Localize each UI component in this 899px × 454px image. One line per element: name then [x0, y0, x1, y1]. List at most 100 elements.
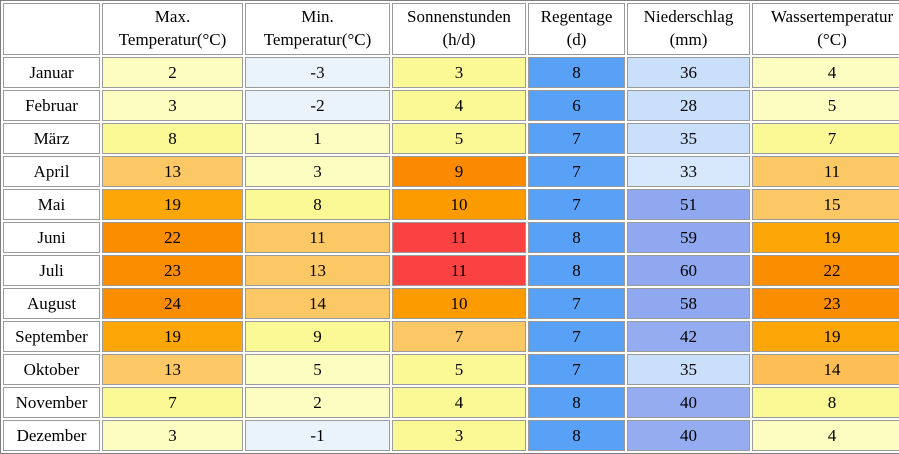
header-rain-days: Regentage (d) [528, 3, 625, 55]
cell-water_temp: 8 [752, 387, 899, 418]
header-line: Niederschlag [643, 7, 734, 27]
month-label: Juni [3, 222, 100, 253]
cell-sun_hours: 7 [392, 321, 526, 352]
cell-max_temp: 22 [102, 222, 243, 253]
cell-water_temp: 22 [752, 255, 899, 286]
cell-precipitation: 33 [627, 156, 750, 187]
corner-cell [3, 3, 100, 55]
table-row: Mai 19 8 10 7 51 15 [3, 189, 899, 220]
header-line: Regentage [540, 7, 613, 27]
cell-rain_days: 7 [528, 321, 625, 352]
cell-rain_days: 7 [528, 189, 625, 220]
table-row: Oktober 13 5 5 7 35 14 [3, 354, 899, 385]
cell-rain_days: 8 [528, 387, 625, 418]
cell-rain_days: 7 [528, 354, 625, 385]
table-row: November 7 2 4 8 40 8 [3, 387, 899, 418]
cell-water_temp: 19 [752, 321, 899, 352]
cell-sun_hours: 10 [392, 288, 526, 319]
cell-min_temp: -2 [245, 90, 390, 121]
cell-sun_hours: 4 [392, 90, 526, 121]
header-line: Temperatur(°C) [263, 30, 372, 49]
cell-max_temp: 19 [102, 189, 243, 220]
month-label: Oktober [3, 354, 100, 385]
month-label: November [3, 387, 100, 418]
cell-precipitation: 28 [627, 90, 750, 121]
cell-min_temp: 2 [245, 387, 390, 418]
cell-water_temp: 4 [752, 420, 899, 451]
cell-max_temp: 19 [102, 321, 243, 352]
cell-precipitation: 59 [627, 222, 750, 253]
table-row: Januar 2 -3 3 8 36 4 [3, 57, 899, 88]
cell-precipitation: 36 [627, 57, 750, 88]
cell-sun_hours: 5 [392, 123, 526, 154]
header-line: Min. [301, 7, 334, 27]
cell-precipitation: 51 [627, 189, 750, 220]
cell-sun_hours: 10 [392, 189, 526, 220]
header-max-temp: Max. Temperatur(°C) [102, 3, 243, 55]
cell-sun_hours: 5 [392, 354, 526, 385]
cell-rain_days: 8 [528, 222, 625, 253]
header-min-temp: Min. Temperatur(°C) [245, 3, 390, 55]
cell-rain_days: 7 [528, 156, 625, 187]
table-row: September 19 9 7 7 42 19 [3, 321, 899, 352]
table-body: Januar 2 -3 3 8 36 4 Februar 3 -2 4 6 28 5 März 8 1 5 7 35 7… [3, 57, 899, 451]
cell-water_temp: 5 [752, 90, 899, 121]
cell-water_temp: 14 [752, 354, 899, 385]
cell-rain_days: 8 [528, 420, 625, 451]
month-label: März [3, 123, 100, 154]
cell-rain_days: 8 [528, 255, 625, 286]
cell-max_temp: 7 [102, 387, 243, 418]
cell-min_temp: 1 [245, 123, 390, 154]
header-line: (mm) [669, 30, 708, 49]
cell-min_temp: 13 [245, 255, 390, 286]
cell-precipitation: 42 [627, 321, 750, 352]
table-row: Juni 22 11 11 8 59 19 [3, 222, 899, 253]
cell-precipitation: 40 [627, 420, 750, 451]
cell-sun_hours: 3 [392, 57, 526, 88]
month-label: Februar [3, 90, 100, 121]
header-precipitation: Niederschlag (mm) [627, 3, 750, 55]
month-label: August [3, 288, 100, 319]
month-label: Januar [3, 57, 100, 88]
cell-sun_hours: 3 [392, 420, 526, 451]
header-line: (h/d) [442, 30, 476, 49]
cell-min_temp: -3 [245, 57, 390, 88]
cell-precipitation: 60 [627, 255, 750, 286]
month-label: September [3, 321, 100, 352]
header-line: (°C) [817, 30, 847, 49]
cell-precipitation: 58 [627, 288, 750, 319]
header-row: Max. Temperatur(°C) Min. Temperatur(°C) … [3, 3, 899, 55]
cell-min_temp: -1 [245, 420, 390, 451]
table-row: Juli 23 13 11 8 60 22 [3, 255, 899, 286]
cell-min_temp: 8 [245, 189, 390, 220]
cell-water_temp: 19 [752, 222, 899, 253]
cell-max_temp: 3 [102, 420, 243, 451]
cell-sun_hours: 11 [392, 222, 526, 253]
cell-sun_hours: 9 [392, 156, 526, 187]
cell-rain_days: 7 [528, 288, 625, 319]
cell-sun_hours: 11 [392, 255, 526, 286]
table-row: März 8 1 5 7 35 7 [3, 123, 899, 154]
cell-precipitation: 35 [627, 354, 750, 385]
header-sun-hours: Sonnenstunden (h/d) [392, 3, 526, 55]
cell-precipitation: 35 [627, 123, 750, 154]
cell-max_temp: 23 [102, 255, 243, 286]
cell-water_temp: 7 [752, 123, 899, 154]
header-water-temp: Wassertemperatur (°C) [752, 3, 899, 55]
table-row: April 13 3 9 7 33 11 [3, 156, 899, 187]
table-header: Max. Temperatur(°C) Min. Temperatur(°C) … [3, 3, 899, 55]
month-label: Juli [3, 255, 100, 286]
table-row: August 24 14 10 7 58 23 [3, 288, 899, 319]
header-line: Temperatur(°C) [118, 30, 227, 49]
cell-rain_days: 8 [528, 57, 625, 88]
cell-max_temp: 3 [102, 90, 243, 121]
table-row: Dezember 3 -1 3 8 40 4 [3, 420, 899, 451]
cell-max_temp: 2 [102, 57, 243, 88]
header-line: (d) [566, 30, 587, 49]
cell-max_temp: 13 [102, 156, 243, 187]
header-line: Wassertemperatur [770, 7, 894, 27]
cell-rain_days: 6 [528, 90, 625, 121]
header-line: Sonnenstunden [407, 7, 511, 27]
cell-sun_hours: 4 [392, 387, 526, 418]
